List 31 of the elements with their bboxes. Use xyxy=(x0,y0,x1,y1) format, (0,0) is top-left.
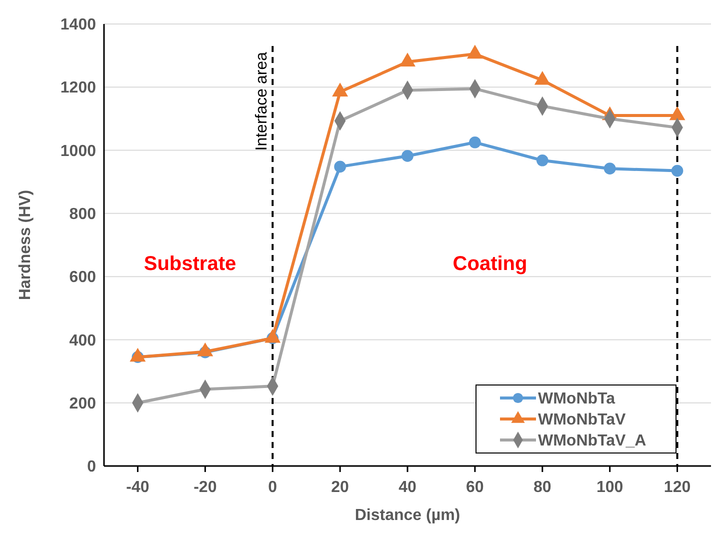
y-tick-label: 800 xyxy=(69,206,96,224)
point xyxy=(671,164,684,177)
point xyxy=(402,150,414,162)
x-tick-label: 80 xyxy=(533,479,552,496)
y-tick-label: 1000 xyxy=(60,142,96,160)
point xyxy=(334,160,346,173)
point xyxy=(604,162,616,174)
x-tick-label: 40 xyxy=(398,479,416,496)
y-tick-label: 600 xyxy=(69,269,96,286)
y-tick-label: 400 xyxy=(69,332,96,350)
x-tick-label: 120 xyxy=(664,479,691,496)
x-tick-label: -20 xyxy=(194,479,217,496)
y-tick-label: 1400 xyxy=(60,16,96,34)
y-axis-title: Hardness (HV) xyxy=(17,190,34,300)
x-tick-label: 60 xyxy=(466,479,484,496)
annotation: Substrate xyxy=(144,253,236,275)
point xyxy=(469,136,481,148)
legend-label: WMoNbTa xyxy=(538,390,616,408)
legend-label: WMoNbTaV xyxy=(538,412,626,429)
x-tick-label: 20 xyxy=(331,479,350,496)
y-tick-label: 1200 xyxy=(60,80,96,97)
x-tick-label: 100 xyxy=(596,479,624,496)
x-tick-label: -40 xyxy=(126,479,150,496)
y-tick-label: 0 xyxy=(87,458,96,476)
legend-label: WMoNbTaV_A xyxy=(538,432,647,450)
ref-line-label: Interface area xyxy=(254,52,271,151)
x-axis-title: Distance (µm) xyxy=(354,507,460,524)
point xyxy=(536,154,548,166)
y-tick-label: 200 xyxy=(69,395,96,412)
x-tick-label: 0 xyxy=(268,479,278,496)
annotation: Coating xyxy=(452,253,528,275)
